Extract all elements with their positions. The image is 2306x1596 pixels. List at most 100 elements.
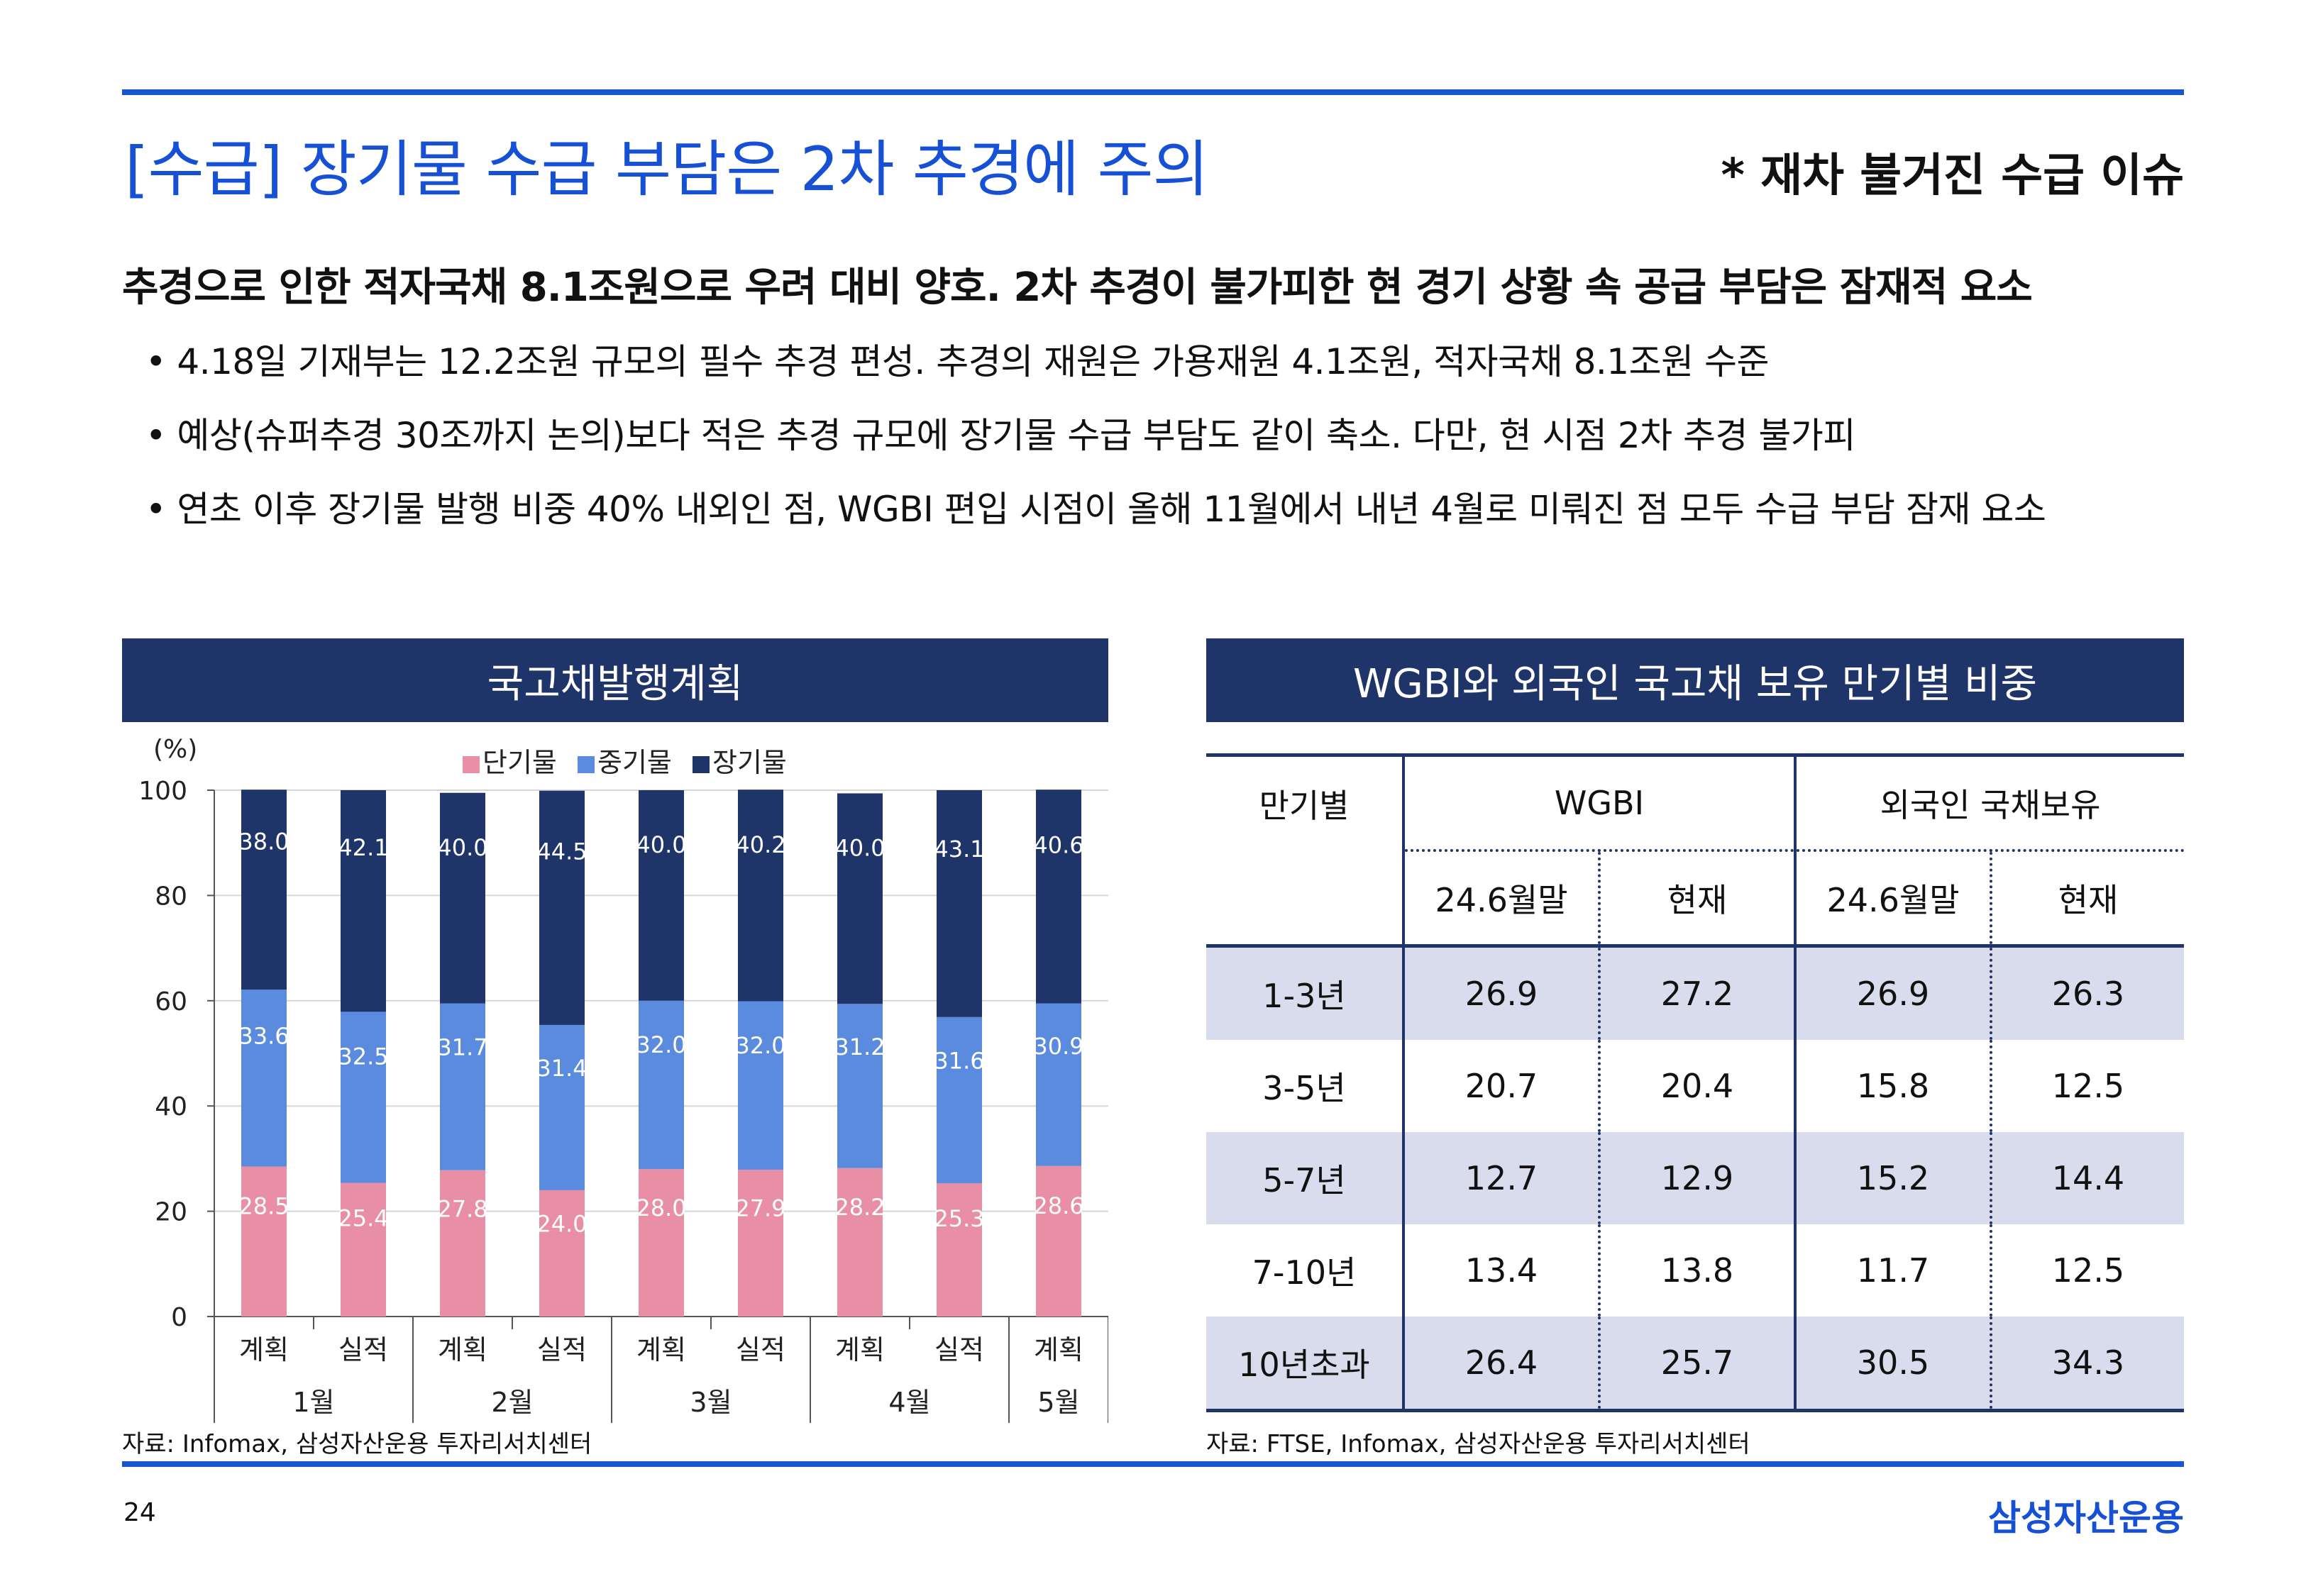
table-header-row: 만기별 WGBI 외국인 국채보유 xyxy=(1206,753,2184,852)
bullet-3: • 연초 이후 장기물 발행 비중 40% 내외인 점, WGBI 편입 시점이… xyxy=(145,489,2046,530)
bar-segment xyxy=(341,1012,386,1183)
col-header-foreign: 외국인 국채보유 xyxy=(1795,753,2184,852)
data-label: 31.4 xyxy=(536,1055,587,1082)
row-label: 10년초과 xyxy=(1206,1317,1405,1412)
table-cell: 25.7 xyxy=(1599,1317,1797,1412)
subheading: 추경으로 인한 적자국채 8.1조원으로 우려 대비 양호. 2차 추경이 불가… xyxy=(122,265,2033,311)
bar-segment xyxy=(1036,789,1081,1004)
bar-segment xyxy=(1036,1165,1081,1317)
data-label: 28.6 xyxy=(1033,1192,1083,1219)
data-label: 28.2 xyxy=(834,1194,885,1221)
brand-logo: 삼성자산운용 xyxy=(1988,1497,2184,1539)
data-label: 31.6 xyxy=(934,1047,984,1074)
bar-segment xyxy=(738,1001,783,1170)
data-label: 32.0 xyxy=(735,1032,785,1059)
data-label: 31.7 xyxy=(437,1033,487,1060)
x-tick-label: 실적 xyxy=(338,1334,388,1365)
bar-segment xyxy=(639,1000,684,1170)
table-panel-title: WGBI와 외국인 국고채 보유 만기별 비중 xyxy=(1353,660,2037,707)
y-tick-label: 80 xyxy=(155,882,187,911)
bar-segment xyxy=(837,1004,883,1168)
data-label: 38.0 xyxy=(238,829,289,855)
bar-segment xyxy=(837,793,883,1004)
table-panel-header: WGBI와 외국인 국고채 보유 만기별 비중 xyxy=(1206,638,2184,722)
data-label: 27.9 xyxy=(735,1195,785,1222)
page-tag: * 재차 불거진 수급 이슈 xyxy=(1721,150,2184,202)
table-row: 10년초과 26.4 25.7 30.5 34.3 xyxy=(1206,1317,2184,1412)
chart-panel-title: 국고채발행계획 xyxy=(487,660,744,707)
bar-segment xyxy=(937,1016,982,1184)
page-title: [수급] 장기물 수급 부담은 2차 추경에 주의 xyxy=(125,134,1209,205)
table-source: 자료: FTSE, Infomax, 삼성자산운용 투자리서치센터 xyxy=(1206,1430,1750,1458)
bar-segment xyxy=(837,1168,883,1317)
table-cell: 26.3 xyxy=(1991,946,2184,1040)
table-cell: 26.4 xyxy=(1403,1317,1601,1412)
bar-segment xyxy=(241,789,287,990)
bar-segment xyxy=(738,789,783,1002)
table-row: 7-10년 13.4 13.8 11.7 12.5 xyxy=(1206,1224,2184,1317)
table-cell: 15.2 xyxy=(1795,1132,1992,1224)
y-tick-label: 20 xyxy=(155,1198,187,1227)
bar-segment xyxy=(937,790,982,1017)
y-tick-label: 0 xyxy=(171,1303,187,1332)
data-label: 33.6 xyxy=(238,1023,289,1050)
table-cell: 20.7 xyxy=(1403,1040,1601,1132)
table-row: 5-7년 12.7 12.9 15.2 14.4 xyxy=(1206,1132,2184,1224)
data-label: 40.0 xyxy=(834,835,885,862)
col-header-maturity: 만기별 xyxy=(1206,753,1405,850)
table-cell: 13.8 xyxy=(1599,1224,1797,1317)
x-tick-label: 실적 xyxy=(736,1334,785,1365)
bar-segment xyxy=(341,1182,386,1317)
subheader-cell: 24.6월말 xyxy=(1403,850,1601,948)
data-label: 27.8 xyxy=(437,1195,487,1222)
data-label: 40.0 xyxy=(636,831,686,858)
legend-label: 장기물 xyxy=(712,747,787,778)
bar-segment xyxy=(539,1024,585,1190)
x-tick-label: 계획 xyxy=(835,1334,885,1365)
table-cell: 12.5 xyxy=(2051,1067,2125,1105)
data-label: 40.0 xyxy=(437,834,487,861)
month-group-label: 1월 xyxy=(292,1387,334,1418)
bar-segment xyxy=(440,792,485,1004)
top-rule xyxy=(122,89,2184,95)
maturity-weight-table: 만기별 WGBI 외국인 국채보유 24.6월말 현재 24.6월말 현재 1-… xyxy=(1206,753,2184,1412)
data-label: 43.1 xyxy=(934,836,984,863)
table-cell: 13.4 xyxy=(1403,1224,1601,1317)
data-label: 32.0 xyxy=(636,1031,686,1058)
data-label: 28.0 xyxy=(636,1195,686,1221)
row-label: 1-3년 xyxy=(1206,946,1405,1040)
col-header-wgbi: WGBI xyxy=(1403,753,1797,852)
chart-panel-header: 국고채발행계획 xyxy=(122,638,1108,722)
bar-segment xyxy=(440,1170,485,1317)
chart-source: 자료: Infomax, 삼성자산운용 투자리서치센터 xyxy=(122,1430,592,1458)
bar-segment xyxy=(639,1169,684,1317)
legend-label: 단기물 xyxy=(482,747,557,778)
data-label: 40.2 xyxy=(735,831,785,858)
legend-label: 중기물 xyxy=(597,747,672,778)
data-label: 25.4 xyxy=(338,1205,388,1232)
row-label: 5-7년 xyxy=(1206,1132,1405,1224)
legend-swatch xyxy=(693,756,710,773)
data-label: 28.5 xyxy=(238,1192,289,1219)
table-cell: 11.7 xyxy=(1795,1224,1992,1317)
data-label: 40.6 xyxy=(1033,832,1083,859)
bar-segment xyxy=(937,1183,982,1317)
issuance-plan-chart: 0 20 40 60 80 100 (%) 단기물 중기물 장기물 28.5 33.6 38.0 계획 25… xyxy=(138,735,1108,1423)
y-axis-label: (%) xyxy=(153,735,197,764)
table-cell: 26.9 xyxy=(1795,946,1992,1040)
month-group-label: 4월 xyxy=(888,1387,930,1418)
table-cell: 15.8 xyxy=(1795,1040,1992,1132)
data-label: 30.9 xyxy=(1033,1033,1083,1060)
x-tick-label: 실적 xyxy=(934,1334,984,1365)
subheader-cell: 24.6월말 xyxy=(1795,850,1992,948)
y-tick-label: 100 xyxy=(138,777,187,806)
legend-swatch xyxy=(463,756,480,773)
table-cell: 14.4 xyxy=(1991,1132,2184,1224)
table-cell: 12.9 xyxy=(1599,1132,1797,1224)
bar-segment xyxy=(539,1190,585,1317)
table-cell: 26.9 xyxy=(1403,946,1601,1040)
month-group-label: 5월 xyxy=(1037,1387,1079,1418)
page-number: 24 xyxy=(123,1498,156,1527)
subheader-cell: 현재 xyxy=(1599,850,1797,948)
col-header-blank xyxy=(1206,850,1405,948)
